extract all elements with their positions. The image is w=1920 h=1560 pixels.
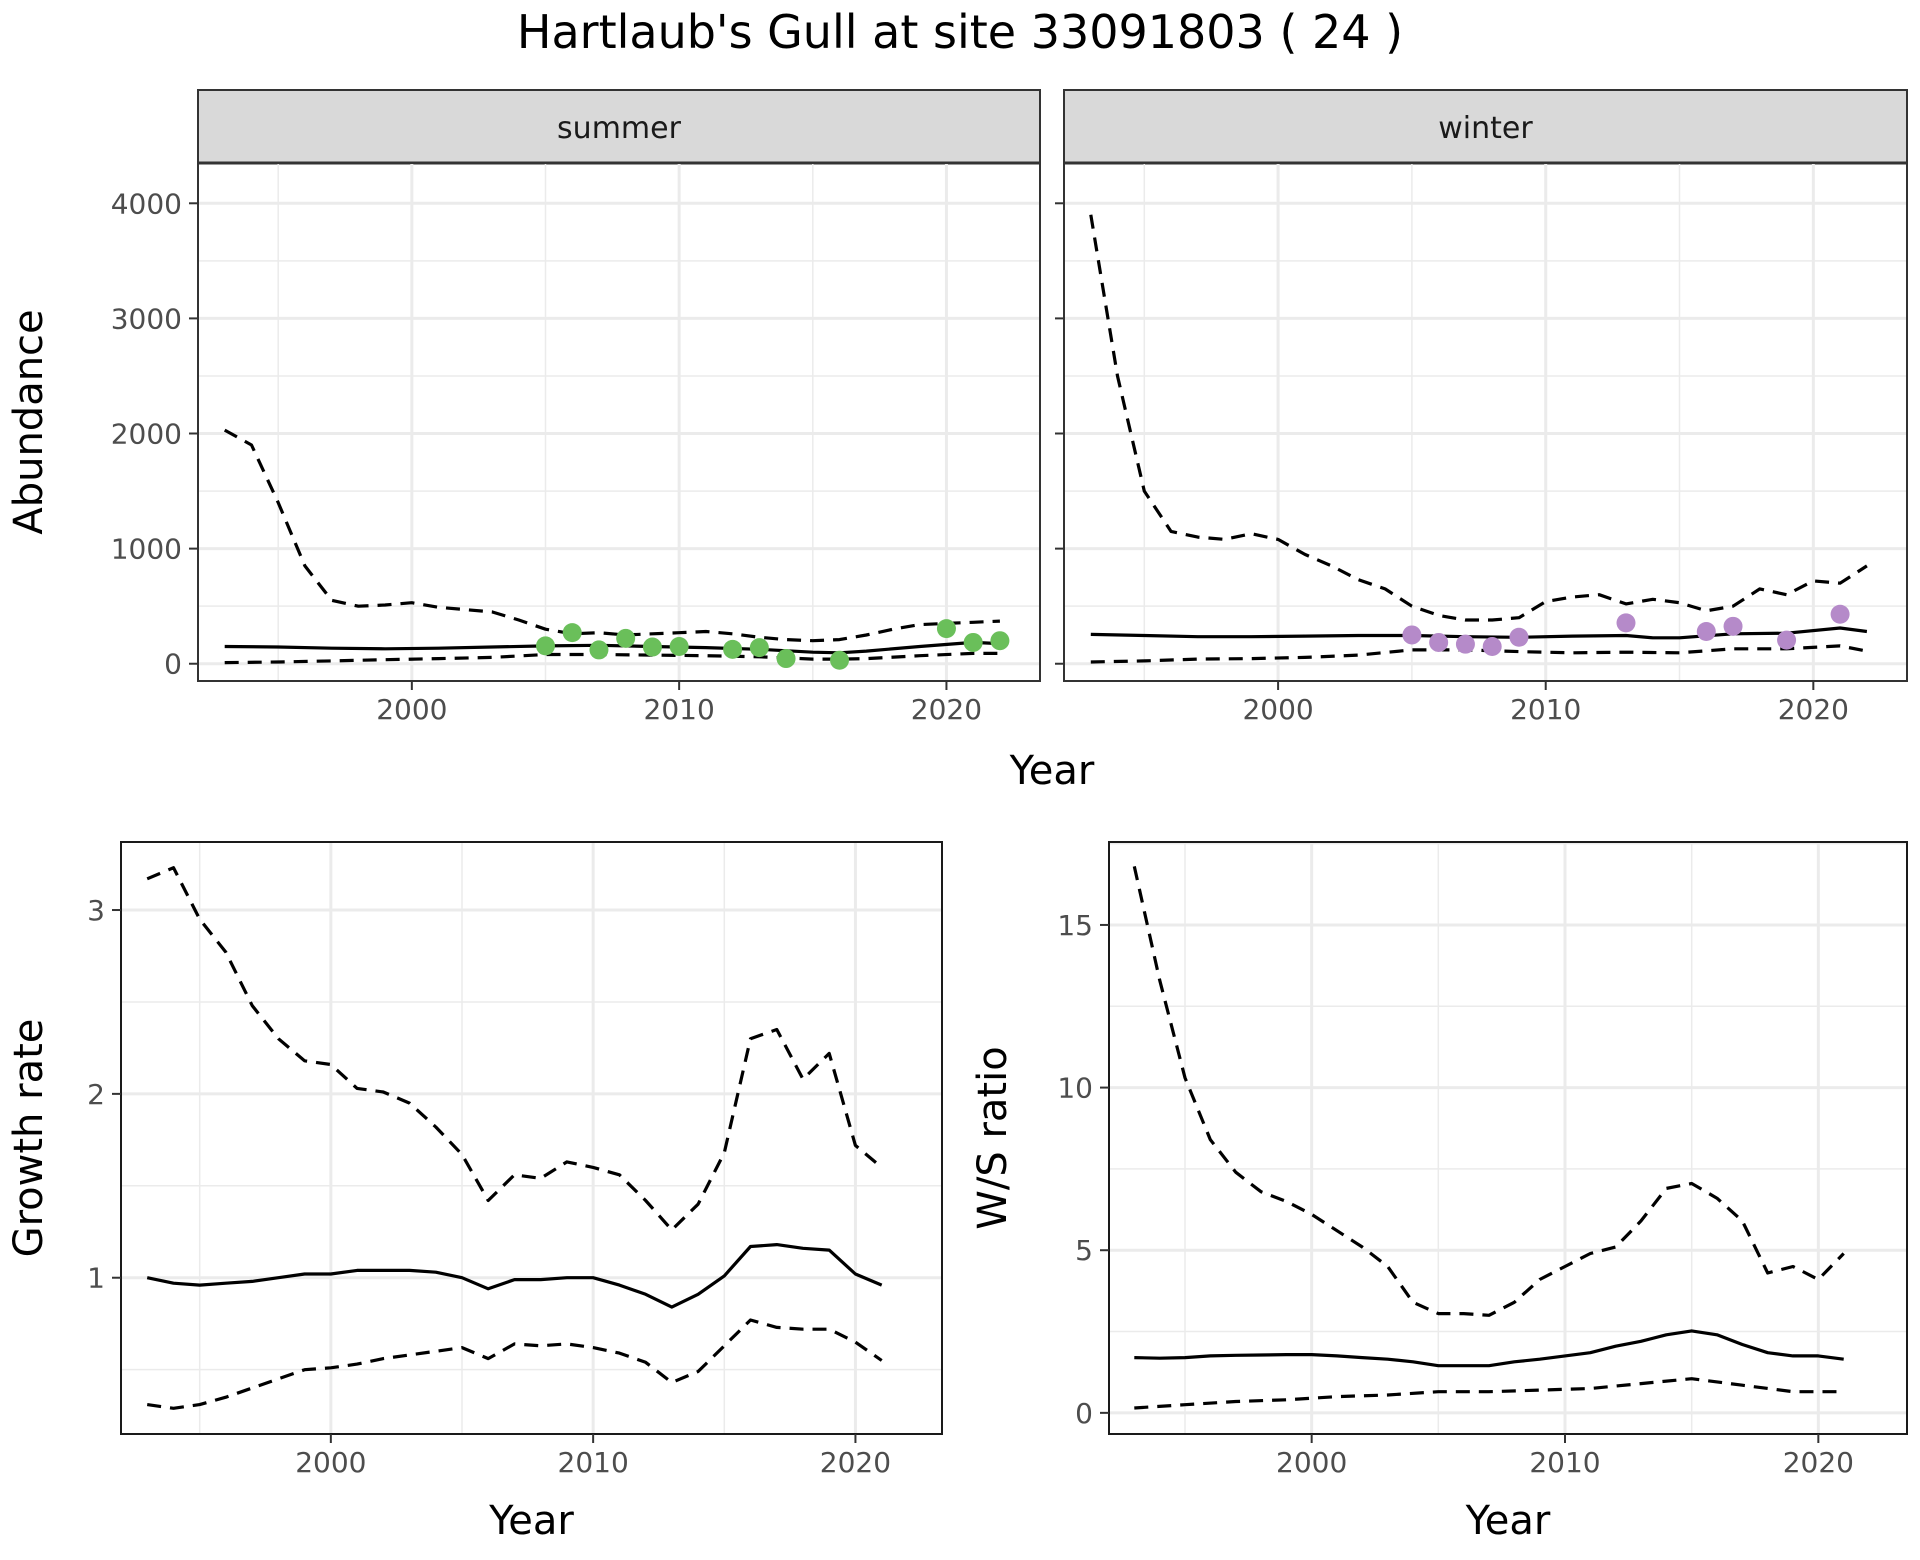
grid — [1109, 842, 1907, 1434]
data-point — [1777, 630, 1797, 650]
facet-label: summer — [557, 111, 682, 146]
y-tick-label: 1 — [87, 1262, 105, 1295]
x-tick-label: 2020 — [1783, 1446, 1854, 1479]
x-tick-label: 2000 — [376, 693, 447, 726]
series-line-median — [146, 1243, 883, 1309]
grid — [121, 842, 942, 1434]
x-axis-title: Year — [1009, 748, 1095, 794]
y-tick-label: 1000 — [111, 533, 182, 566]
panel-1: winter 2000 2010 2020 — [1055, 89, 1908, 726]
series-line-lower-bound — [1090, 644, 1868, 664]
series-line-upper-bound — [223, 428, 1000, 643]
data-point — [749, 638, 769, 658]
series-line-upper-bound — [1089, 214, 1868, 622]
data-point — [1429, 632, 1449, 652]
grid — [1064, 163, 1907, 681]
x-tick-label: 2000 — [1242, 693, 1313, 726]
x-tick-label: 2000 — [295, 1446, 366, 1479]
y-tick-label: 15 — [1057, 909, 1093, 942]
series-line-lower-bound — [146, 1318, 883, 1410]
y-tick-label: 3000 — [111, 302, 182, 335]
data-point — [1616, 613, 1636, 633]
data-point — [963, 632, 983, 652]
data-point — [830, 650, 850, 670]
x-tick-label: 2010 — [1529, 1446, 1600, 1479]
data-point — [1723, 616, 1743, 636]
data-point — [642, 637, 662, 657]
y-tick-label: 0 — [164, 648, 182, 681]
y-axis-title: Abundance — [6, 309, 52, 534]
figure-title: Hartlaub's Gull at site 33091803 ( 24 ) — [517, 5, 1403, 59]
y-axis-title: W/S ratio — [970, 1046, 1016, 1229]
y-tick-label: 4000 — [111, 187, 182, 220]
y-tick-label: 10 — [1057, 1072, 1093, 1105]
x-tick-label: 2000 — [1276, 1446, 1347, 1479]
y-tick-label: 5 — [1075, 1234, 1093, 1267]
data-point — [723, 639, 743, 659]
y-tick-label: 0 — [1075, 1397, 1093, 1430]
data-point — [562, 623, 582, 643]
data-point — [1509, 627, 1529, 647]
x-axis-title: Year — [1465, 1498, 1551, 1544]
data-point — [1696, 622, 1716, 642]
panel-3: 2000 2010 2020 0 5 10 15 W/S ratio Year — [970, 841, 1908, 1544]
panel-border — [120, 841, 943, 1435]
data-point — [616, 628, 636, 648]
x-tick-label: 2010 — [644, 693, 715, 726]
y-tick-label: 2000 — [111, 418, 182, 451]
panel-border — [1108, 841, 1908, 1435]
panel-0: summer 2000 2010 2020 0 1000 2000 3000 4000 Abund… — [6, 89, 1095, 794]
panel-2: 2000 2010 2020 1 2 3 Growth rate Year — [6, 841, 943, 1544]
x-axis-title: Year — [488, 1498, 574, 1544]
series-line-lower-bound — [1134, 1377, 1844, 1410]
x-tick-label: 2010 — [558, 1446, 629, 1479]
plot-area — [1132, 866, 1845, 1410]
data-point — [669, 636, 689, 656]
data-point — [535, 636, 555, 656]
y-tick-label: 3 — [87, 894, 105, 927]
plot-area — [223, 428, 1010, 670]
x-tick-label: 2020 — [911, 693, 982, 726]
series-line-upper-bound — [146, 866, 883, 1232]
panel-border — [197, 162, 1041, 682]
data-point — [1482, 636, 1502, 656]
series-line-lower-bound — [224, 651, 1000, 665]
x-tick-label: 2010 — [1510, 693, 1581, 726]
data-point — [589, 640, 609, 660]
plot-area — [1089, 214, 1868, 664]
data-point — [936, 619, 956, 639]
facet-strip — [197, 89, 1041, 164]
data-point — [776, 649, 796, 669]
x-tick-label: 2020 — [1778, 693, 1849, 726]
x-tick-label: 2020 — [820, 1446, 891, 1479]
y-axis-title: Growth rate — [6, 1019, 52, 1258]
data-point — [1455, 634, 1475, 654]
series-line-upper-bound — [1132, 866, 1845, 1317]
data-point — [1830, 604, 1850, 624]
series-line-median — [1134, 1329, 1844, 1368]
panel-border — [1063, 162, 1908, 682]
facet-label: winter — [1438, 111, 1533, 146]
data-point — [1402, 625, 1422, 645]
series-line-median — [224, 640, 1000, 655]
data-point — [990, 631, 1010, 651]
series-line-median — [1090, 626, 1868, 640]
plot-area — [146, 866, 883, 1410]
grid — [198, 163, 1040, 681]
y-tick-label: 2 — [87, 1078, 105, 1111]
